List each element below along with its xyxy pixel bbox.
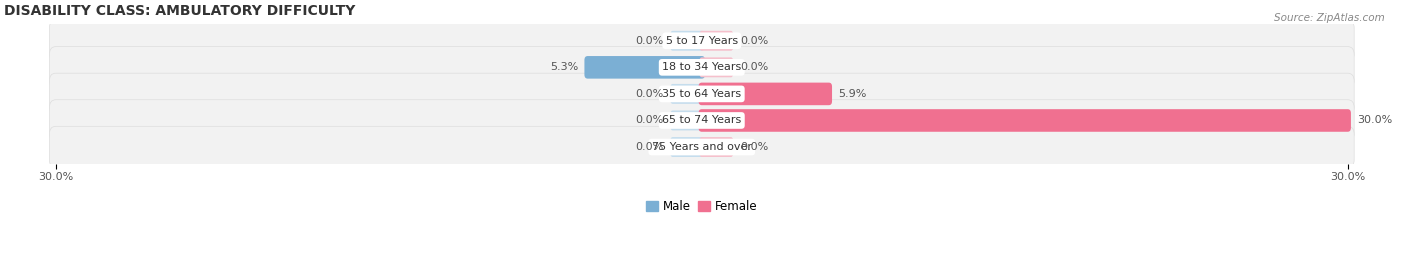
FancyBboxPatch shape (671, 110, 704, 131)
FancyBboxPatch shape (49, 126, 1354, 168)
FancyBboxPatch shape (585, 56, 704, 79)
Text: 0.0%: 0.0% (741, 36, 769, 46)
Text: 0.0%: 0.0% (634, 116, 664, 125)
Text: Source: ZipAtlas.com: Source: ZipAtlas.com (1274, 13, 1385, 23)
FancyBboxPatch shape (49, 47, 1354, 88)
Text: 0.0%: 0.0% (634, 142, 664, 152)
FancyBboxPatch shape (49, 100, 1354, 141)
FancyBboxPatch shape (699, 83, 832, 105)
FancyBboxPatch shape (671, 84, 704, 104)
Text: 0.0%: 0.0% (741, 142, 769, 152)
Text: 0.0%: 0.0% (634, 89, 664, 99)
Text: 35 to 64 Years: 35 to 64 Years (662, 89, 741, 99)
Text: 65 to 74 Years: 65 to 74 Years (662, 116, 741, 125)
Text: 5.9%: 5.9% (838, 89, 868, 99)
Legend: Male, Female: Male, Female (641, 195, 762, 218)
FancyBboxPatch shape (671, 31, 704, 51)
FancyBboxPatch shape (49, 20, 1354, 61)
FancyBboxPatch shape (700, 31, 733, 51)
FancyBboxPatch shape (671, 137, 704, 157)
FancyBboxPatch shape (49, 73, 1354, 115)
Text: DISABILITY CLASS: AMBULATORY DIFFICULTY: DISABILITY CLASS: AMBULATORY DIFFICULTY (4, 4, 356, 18)
Text: 75 Years and over: 75 Years and over (652, 142, 752, 152)
FancyBboxPatch shape (700, 137, 733, 157)
FancyBboxPatch shape (699, 109, 1351, 132)
Text: 0.0%: 0.0% (634, 36, 664, 46)
Text: 30.0%: 30.0% (1357, 116, 1392, 125)
Text: 18 to 34 Years: 18 to 34 Years (662, 62, 741, 72)
Text: 5 to 17 Years: 5 to 17 Years (665, 36, 738, 46)
FancyBboxPatch shape (700, 57, 733, 77)
Text: 0.0%: 0.0% (741, 62, 769, 72)
Text: 5.3%: 5.3% (550, 62, 578, 72)
